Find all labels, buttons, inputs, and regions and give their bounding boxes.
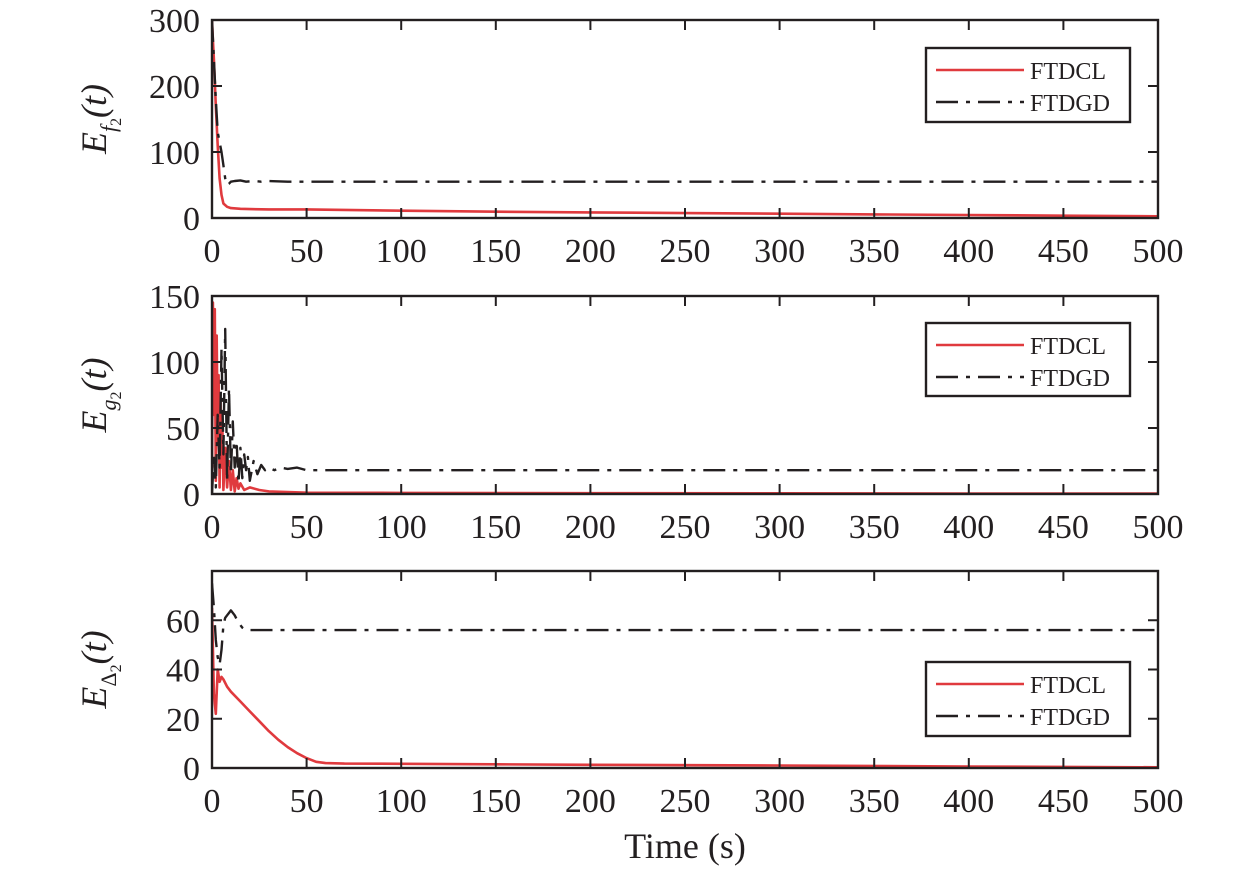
y-axis-label: Eg2(t): [74, 358, 125, 434]
x-tick-label: 250: [660, 783, 711, 820]
x-tick-label: 300: [754, 509, 805, 546]
y-tick-label: 100: [149, 345, 200, 382]
x-tick-label: 250: [660, 233, 711, 270]
legend-label-ftdcl: FTDCL: [1030, 334, 1106, 360]
y-label-sub-index: 2: [108, 118, 125, 126]
x-tick-label: 0: [204, 233, 221, 270]
legend-label-ftdgd: FTDGD: [1030, 705, 1110, 731]
series-line-ftdcl: [212, 607, 1158, 768]
y-label-sub-index: 2: [108, 391, 125, 399]
y-label-argument: (t): [74, 84, 114, 118]
x-tick-label: 150: [470, 783, 521, 820]
x-tick-label: 50: [290, 783, 324, 820]
x-axis-label: Time (s): [624, 826, 746, 866]
y-label-argument: (t): [74, 630, 114, 664]
x-tick-label: 50: [290, 233, 324, 270]
legend: FTDCL FTDGD: [924, 46, 1132, 124]
y-tick-label: 300: [149, 3, 200, 40]
y-tick-label: 100: [149, 135, 200, 172]
x-tick-label: 200: [565, 233, 616, 270]
y-axis-label: Ef2(t): [74, 84, 125, 155]
x-tick-label: 400: [943, 233, 994, 270]
x-tick-label: 200: [565, 509, 616, 546]
legend: FTDCL FTDGD: [924, 660, 1132, 738]
y-label-symbol: E: [74, 687, 114, 710]
x-tick-label: 400: [943, 509, 994, 546]
y-label-argument: (t): [74, 358, 114, 392]
x-tick-label: 400: [943, 783, 994, 820]
x-tick-label: 500: [1133, 783, 1184, 820]
x-tick-label: 500: [1133, 509, 1184, 546]
x-tick-label: 200: [565, 783, 616, 820]
series-line-ftdcl: [212, 20, 1158, 218]
series-line-ftdcl: [212, 301, 1158, 494]
x-tick-label: 0: [204, 783, 221, 820]
y-tick-label: 50: [166, 411, 200, 448]
y-label-sub-symbol: g: [96, 399, 121, 410]
x-tick-label: 350: [849, 783, 900, 820]
y-tick-label: 200: [149, 69, 200, 106]
x-tick-label: 100: [376, 233, 427, 270]
y-label-sub-symbol: Δ: [96, 672, 121, 686]
x-tick-label: 350: [849, 233, 900, 270]
panels: 0 50 100 150 200 250 300 350 400 450 5000100200300…: [74, 3, 1184, 820]
legend-box: [924, 321, 1132, 398]
y-axis-label: EΔ2(t): [74, 630, 125, 709]
x-tick-label: 150: [470, 509, 521, 546]
y-tick-label: 0: [183, 477, 200, 514]
y-label-symbol: E: [74, 410, 114, 433]
x-tick-label: 450: [1038, 233, 1089, 270]
x-tick-label: 450: [1038, 509, 1089, 546]
legend-box: [924, 660, 1132, 738]
y-tick-label: 20: [166, 702, 200, 739]
x-tick-label: 100: [376, 783, 427, 820]
panel-1: 0 50 100 150 200 250 300 350 400 450 500 0 100 200 300…: [74, 3, 1184, 270]
x-tick-label: 0: [204, 509, 221, 546]
y-tick-label: 40: [166, 653, 200, 690]
legend-label-ftdgd: FTDGD: [1030, 91, 1110, 117]
x-tick-label: 250: [660, 509, 711, 546]
x-tick-label: 50: [290, 509, 324, 546]
legend: FTDCL FTDGD: [924, 321, 1132, 398]
y-label-sub-index: 2: [108, 664, 125, 672]
y-tick-label: 0: [183, 751, 200, 788]
y-tick-label: 150: [149, 279, 200, 316]
legend-label-ftdgd: FTDGD: [1030, 366, 1110, 392]
panel-3: 0 50 100 150 200 250 300 350 400 450 500 0 20 40 60 EΔ2…: [74, 569, 1184, 820]
series-line-ftdgd: [212, 20, 1158, 187]
legend-box: [924, 46, 1132, 124]
y-tick-label: 0: [183, 201, 200, 238]
legend-label-ftdcl: FTDCL: [1030, 673, 1106, 699]
y-label-symbol: E: [74, 132, 114, 155]
panel-2: 0 50 100 150 200 250 300 350 400 450 500 0 50 100 150 E…: [74, 279, 1184, 546]
x-tick-label: 500: [1133, 233, 1184, 270]
y-tick-label: 60: [166, 603, 200, 640]
y-label-sub-symbol: f: [96, 123, 121, 132]
x-tick-label: 450: [1038, 783, 1089, 820]
x-tick-label: 300: [754, 783, 805, 820]
legend-label-ftdcl: FTDCL: [1030, 59, 1106, 85]
x-tick-label: 350: [849, 509, 900, 546]
x-tick-label: 300: [754, 233, 805, 270]
x-tick-label: 150: [470, 233, 521, 270]
x-tick-label: 100: [376, 509, 427, 546]
